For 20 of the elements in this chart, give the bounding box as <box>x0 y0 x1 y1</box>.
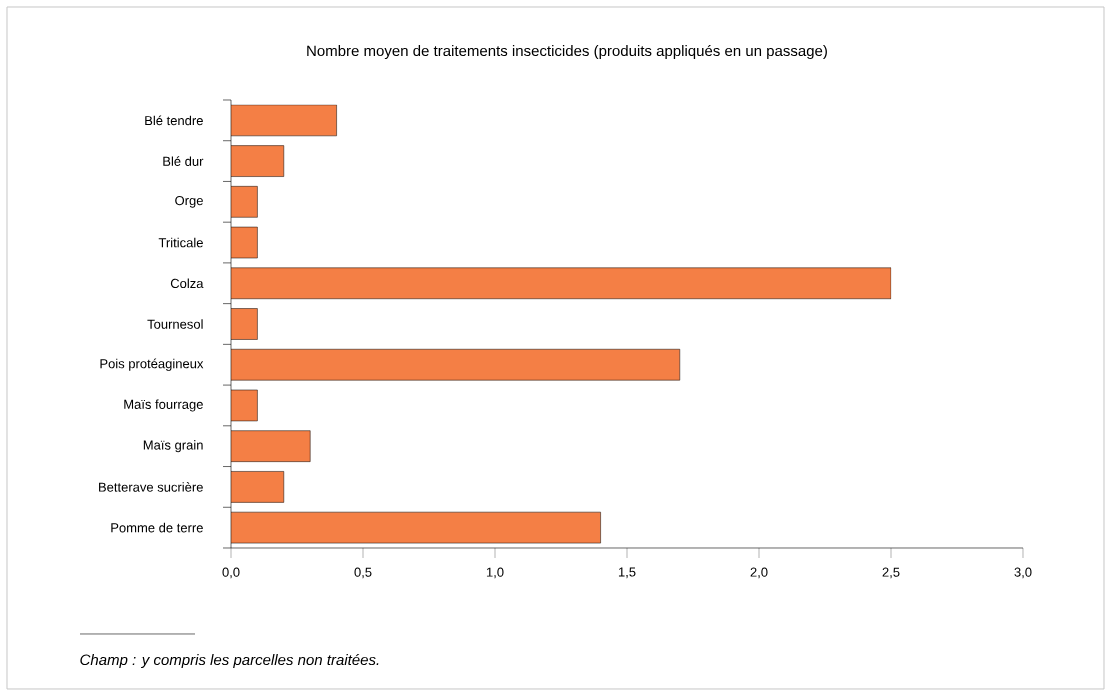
chart-title: Nombre moyen de traitements insecticides (produits appliqués en un passage) <box>307 44 827 60</box>
y-tick-label: Blé dur <box>163 156 204 166</box>
y-tick-label: Colza <box>170 278 204 289</box>
x-tick-label: 1,5 <box>618 567 636 579</box>
x-tick-label: 2,0 <box>750 567 768 579</box>
y-tick-label: Maïs grain <box>143 440 203 453</box>
x-tick-label: 3,0 <box>1014 567 1032 579</box>
x-tick-label: 0,5 <box>354 567 372 579</box>
x-tick-label: 2,5 <box>882 567 900 579</box>
y-tick-label: Blé tendre <box>145 115 203 126</box>
x-tick-label: 0,0 <box>222 567 240 579</box>
y-tick-label: Orge <box>175 195 203 208</box>
text: Champ : y compris les parcelles non traitées. <box>80 653 379 669</box>
y-tick-label: Betterave sucrière <box>99 482 203 492</box>
x-tick-label: 1,0 <box>486 567 504 579</box>
y-tick-label: Maïs fourrage <box>124 399 203 412</box>
y-tick-label: Pomme de terre <box>111 522 203 533</box>
y-tick-label: Triticale <box>158 237 203 248</box>
y-tick-label: Tournesol <box>147 319 203 329</box>
y-tick-label: Pois protéagineux <box>100 358 204 371</box>
